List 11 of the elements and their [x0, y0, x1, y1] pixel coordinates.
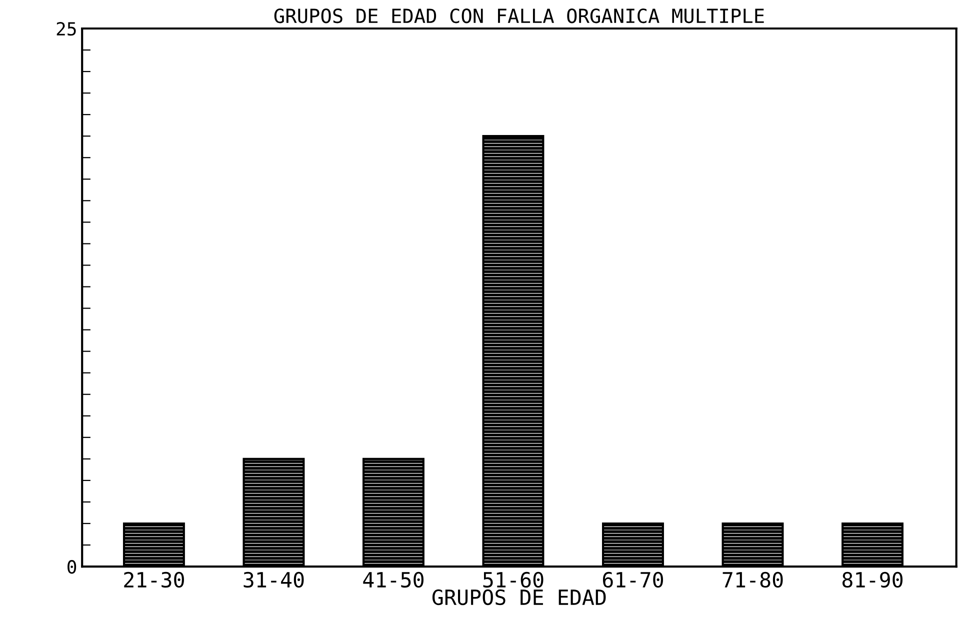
x-tick-label: 31-40: [244, 572, 304, 588]
x-tick-label: 21-30: [124, 572, 184, 588]
y-tick-label: 0: [68, 560, 76, 574]
chart-title: GRUPOS DE EDAD CON FALLA ORGANICA MULTIPLE: [274, 8, 764, 24]
x-tick-label: 61-70: [602, 572, 663, 588]
x-tick-label: 51-60: [483, 572, 544, 588]
x-tick-label: 41-50: [363, 572, 424, 588]
x-tick-label: 71-80: [722, 572, 783, 588]
x-axis-title: GRUPOS DE EDAD: [432, 589, 606, 606]
x-tick-label: 81-90: [842, 572, 903, 588]
y-tick-label: 25: [56, 22, 76, 36]
